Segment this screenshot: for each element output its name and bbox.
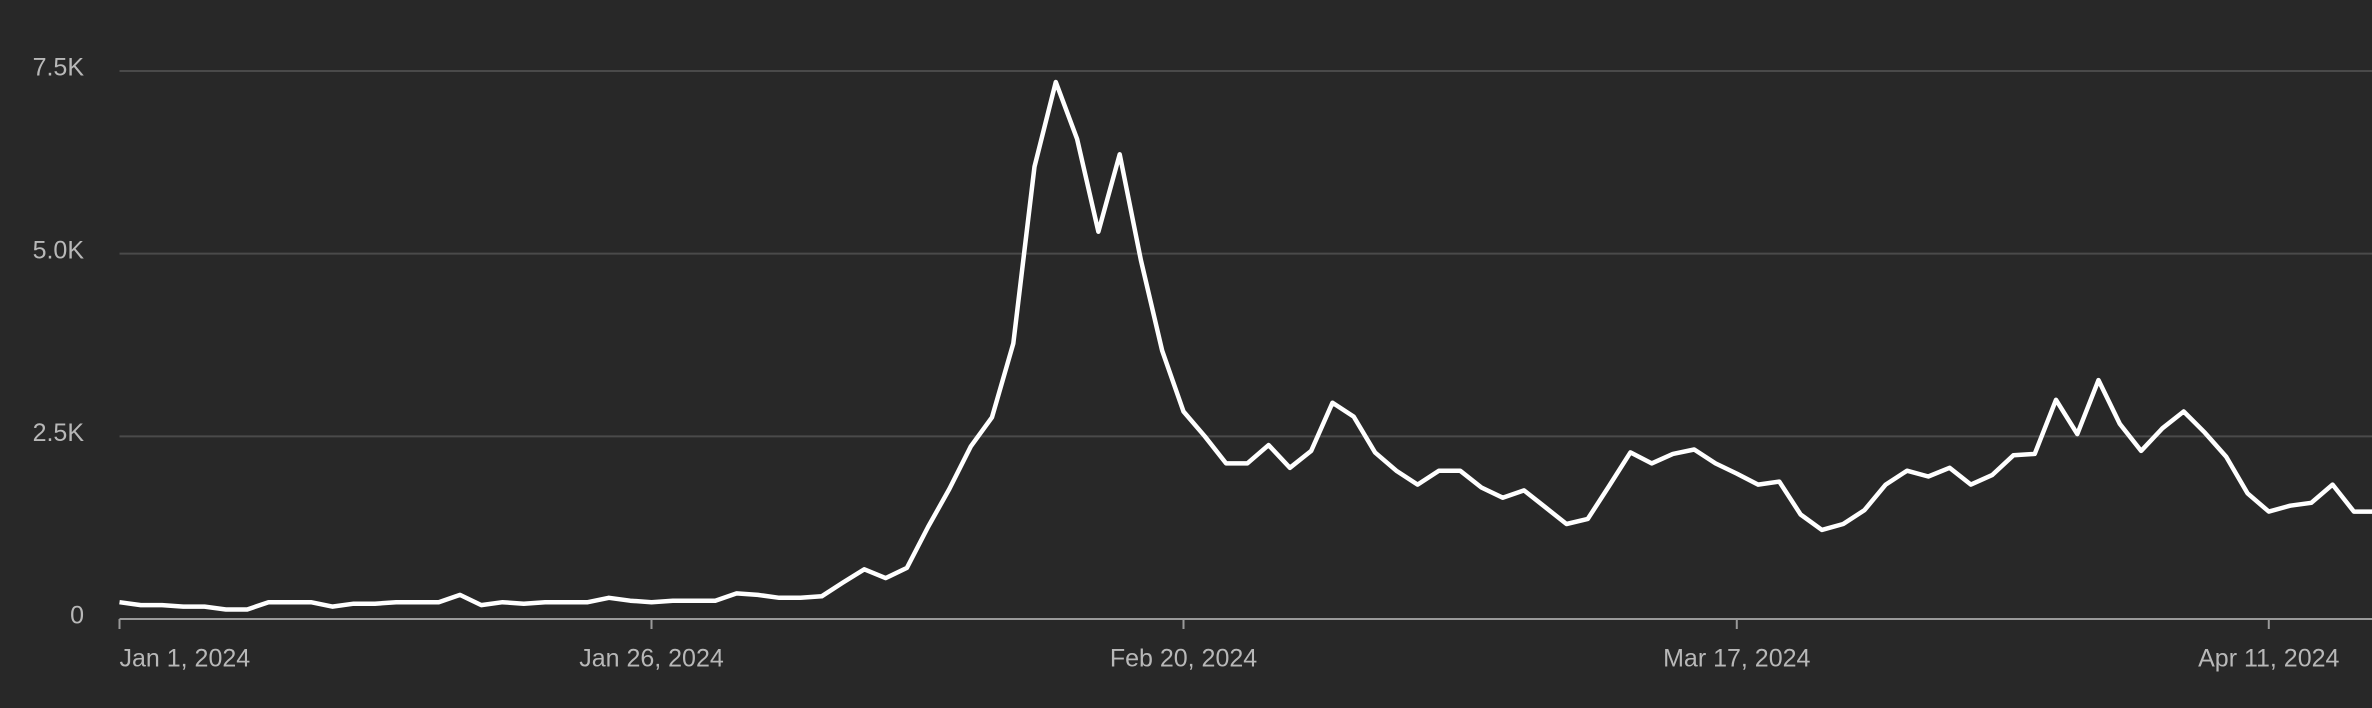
y-tick-label: 0 [70, 602, 84, 630]
y-tick-label: 2.5K [33, 419, 85, 447]
x-tick-label: Jan 26, 2024 [579, 645, 724, 673]
x-tick-label: Feb 20, 2024 [1110, 645, 1257, 673]
y-tick-label: 5.0K [33, 236, 85, 264]
x-tick-label: Apr 11, 2024 [2198, 645, 2339, 673]
y-tick-label: 7.5K [33, 54, 85, 82]
x-tick-label: Jan 1, 2024 [120, 645, 251, 673]
data-line [119, 79, 2372, 612]
x-tick-label: Mar 17, 2024 [1663, 645, 1810, 673]
